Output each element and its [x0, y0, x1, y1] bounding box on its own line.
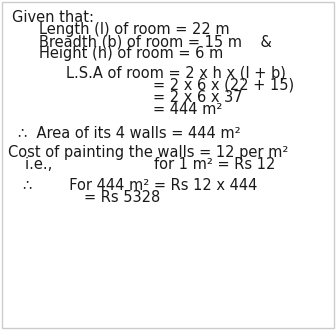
- Text: = Rs 5328: = Rs 5328: [84, 190, 160, 205]
- Text: Given that:: Given that:: [12, 10, 94, 25]
- Text: = 444 m²: = 444 m²: [153, 102, 222, 116]
- Text: L.S.A of room = 2 x h x (l + b): L.S.A of room = 2 x h x (l + b): [66, 66, 285, 81]
- Text: = 2 x 6 x (22 + 15): = 2 x 6 x (22 + 15): [153, 78, 294, 93]
- Text: i.e.,                      for 1 m² = Rs 12: i.e., for 1 m² = Rs 12: [25, 157, 276, 172]
- Text: = 2 x 6 x 37: = 2 x 6 x 37: [153, 90, 243, 105]
- Text: ∴        For 444 m² = Rs 12 x 444: ∴ For 444 m² = Rs 12 x 444: [23, 178, 257, 193]
- Text: Height (h) of room = 6 m: Height (h) of room = 6 m: [39, 46, 223, 61]
- Text: Breadth (b) of room = 15 m    &: Breadth (b) of room = 15 m &: [39, 34, 271, 49]
- Text: Cost of painting the walls = 12 per m²: Cost of painting the walls = 12 per m²: [8, 145, 289, 160]
- Text: Length (l) of room = 22 m: Length (l) of room = 22 m: [39, 22, 229, 37]
- Text: ∴  Area of its 4 walls = 444 m²: ∴ Area of its 4 walls = 444 m²: [18, 126, 241, 141]
- FancyBboxPatch shape: [2, 2, 334, 328]
